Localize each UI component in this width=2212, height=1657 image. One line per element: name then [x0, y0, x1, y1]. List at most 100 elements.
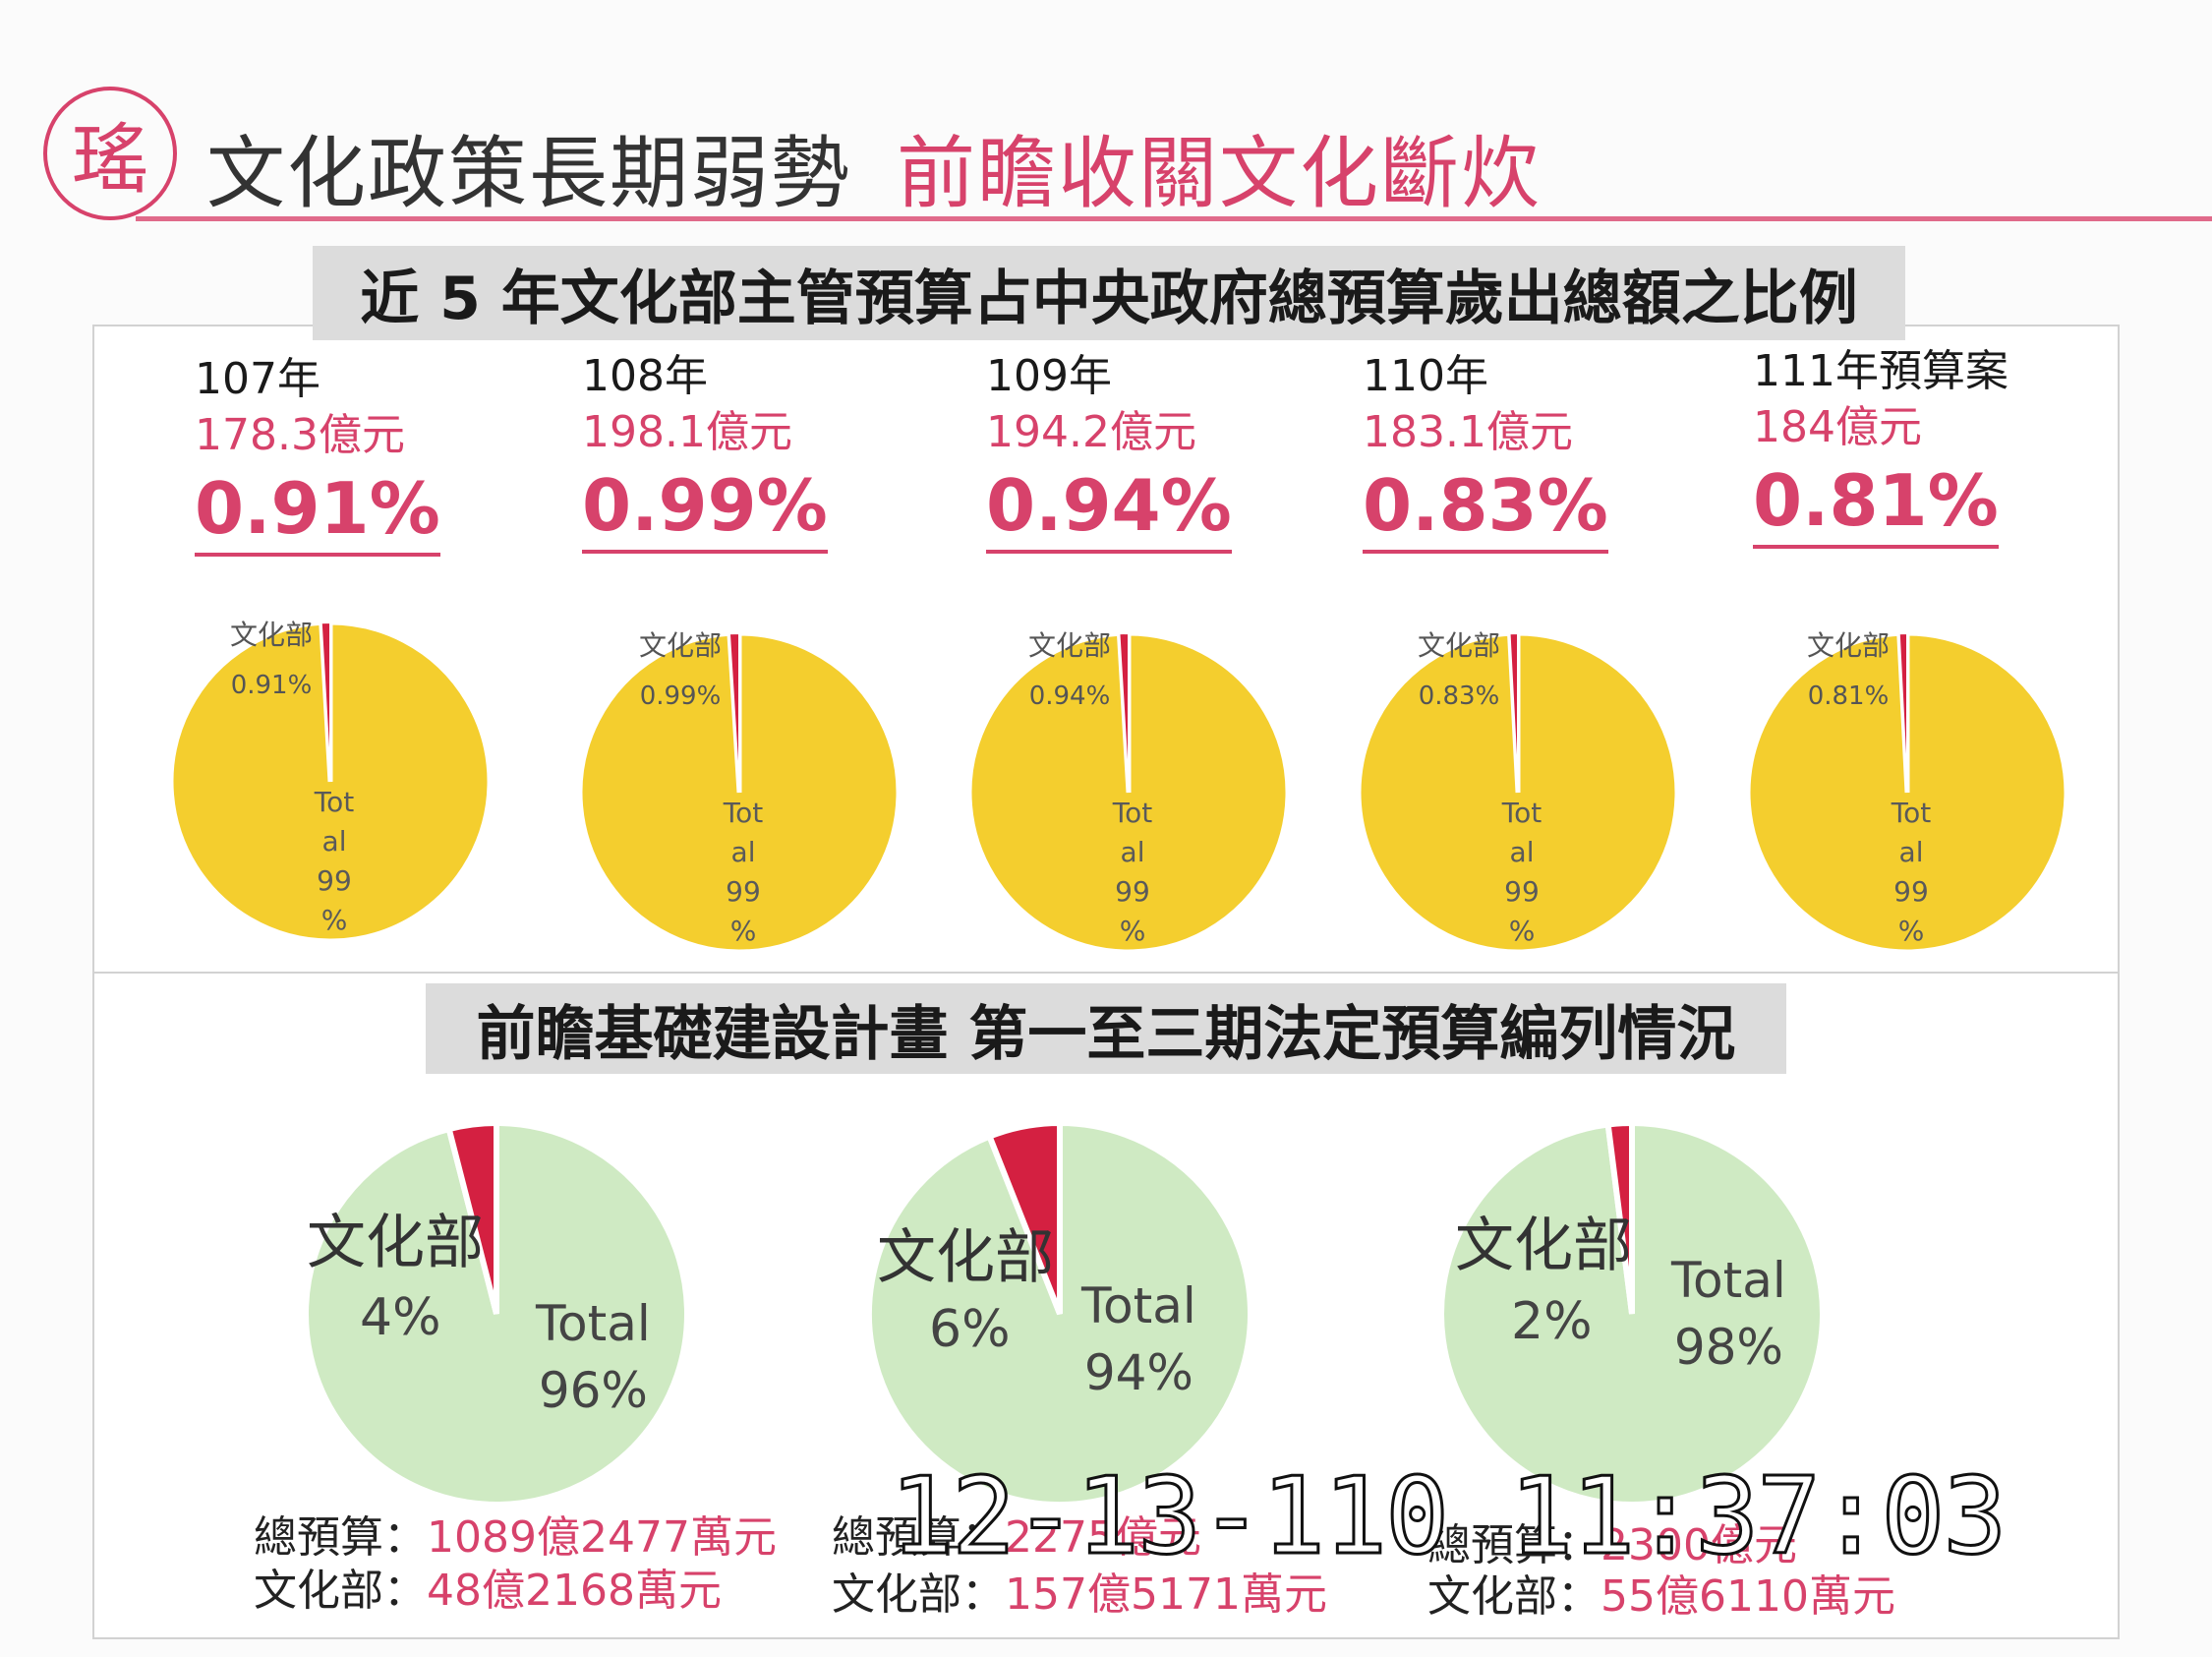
budget-total-key: 總預算： [254, 1512, 427, 1563]
year-percentage: 0.99% [582, 461, 828, 554]
pie-label-total: % [1898, 915, 1925, 947]
budget-culture-key: 文化部： [1427, 1571, 1601, 1622]
header-divider [136, 216, 2212, 221]
year-label: 108年 [582, 351, 708, 401]
budget-total-key: 總預算： [1427, 1520, 1601, 1570]
year-label: 111年預算案 [1753, 346, 2008, 396]
pie-slice-culture [320, 621, 331, 783]
pie-label-culture-pct: 6% [929, 1300, 1011, 1359]
logo: 瑤 [43, 87, 177, 220]
pie-label-total: al [1899, 836, 1924, 868]
pie-label-culture: 文化部 [1455, 1212, 1632, 1280]
pie-label-total: Tot [1891, 797, 1931, 829]
pie-label-culture: 文化部 [877, 1223, 1054, 1292]
pie-label-total: 99 [1893, 875, 1929, 908]
budget-total-phase-2: 總預算：2275億元 [832, 1510, 1201, 1566]
year-percentage: 0.91% [195, 464, 440, 557]
year-block-107: 107年 178.3億元 0.91% [195, 352, 470, 557]
pie-label-culture-pct: 0.91% [231, 671, 313, 700]
budget-culture-value: 55億6110萬元 [1601, 1571, 1895, 1622]
pie-label-total: Total 98% [1671, 1247, 1786, 1381]
budget-total-phase-1: 總預算：1089億2477萬元 [254, 1510, 777, 1566]
year-block-108: 108年 198.1億元 0.99% [582, 349, 857, 554]
pie-label-total: Total 94% [1081, 1272, 1196, 1406]
pie-label-total: 99 [317, 864, 352, 897]
section-heading-infrastructure: 前瞻基礎建設計畫 第一至三期法定預算編列情況 [426, 983, 1786, 1074]
year-label: 107年 [195, 354, 320, 404]
pie-label-total: al [322, 825, 347, 858]
pie-label-culture: 文化部 [639, 629, 722, 662]
pie-chart-107: 文化部 0.91% Tot al 99% [165, 617, 495, 947]
section-heading-annual: 近 5 年文化部主管預算占中央政府總預算歲出總額之比例 [313, 246, 1905, 340]
pie-label-total: Total 96% [536, 1290, 651, 1424]
budget-total-phase-3: 總預算：2300億元 [1427, 1518, 1797, 1573]
pie-slice-culture [728, 631, 740, 794]
video-timestamp: 12-13-110 11:37:03 [888, 1454, 2008, 1580]
pie-label-total: % [321, 904, 348, 936]
pie-label-culture: 文化部 [230, 619, 313, 651]
pie-label-culture-pct: 0.81% [1808, 681, 1890, 711]
pie-slice-culture [1604, 1119, 1635, 1315]
pie-label-culture-pct: 4% [360, 1288, 441, 1347]
pie-label-total: Tot [1112, 797, 1152, 829]
year-amount: 184億元 [1753, 402, 1922, 452]
year-label: 110年 [1363, 351, 1488, 401]
pie-chart-111: 文化部 0.81% Tot al 99% [1742, 627, 2072, 958]
page-subtitle: 前瞻收關文化斷炊 [897, 128, 1542, 219]
pie-label-total: al [1510, 836, 1535, 868]
pie-chart-110: 文化部 0.83% Tot al 99% [1353, 627, 1683, 958]
pie-label-total-name: Total [536, 1295, 651, 1352]
pie-slice-culture [1508, 631, 1519, 794]
pie-label-culture: 文化部 [1807, 629, 1890, 662]
year-block-110: 110年 183.1億元 0.83% [1363, 349, 1638, 554]
pie-label-total: 99 [1504, 875, 1540, 908]
budget-total-value: 2275億元 [1005, 1512, 1201, 1563]
pie-chart-109: 文化部 0.94% Tot al 99% [963, 627, 1294, 958]
pie-label-total-name: Total [1081, 1277, 1196, 1334]
year-amount: 183.1億元 [1363, 407, 1573, 457]
pie-label-total: Tot [1501, 797, 1542, 829]
year-label: 109年 [986, 351, 1112, 401]
pie-label-culture-pct: 0.99% [640, 681, 722, 711]
pie-label-culture: 文化部 [1028, 629, 1111, 662]
year-amount: 194.2億元 [986, 407, 1196, 457]
pie-slice-culture [1897, 631, 1908, 794]
pie-label-culture-pct: 2% [1511, 1292, 1593, 1351]
pie-label-total: Tot [314, 786, 354, 818]
pie-chart-108: 文化部 0.99% Tot al 99% [574, 627, 904, 958]
pie-label-total: 99 [726, 875, 761, 908]
pie-chart-phase-1 [300, 1117, 693, 1510]
year-percentage: 0.81% [1753, 456, 1999, 549]
page-title: 文化政策長期弱勢 [206, 128, 851, 219]
budget-culture-phase-1: 文化部：48億2168萬元 [254, 1564, 722, 1619]
budget-culture-key: 文化部： [254, 1566, 427, 1616]
pie-label-culture-pct: 0.94% [1029, 681, 1111, 711]
pie-label-culture: 文化部 [307, 1209, 484, 1277]
pie-chart-phase-3 [1435, 1117, 1829, 1510]
pie-label-total: Tot [723, 797, 763, 829]
year-percentage: 0.94% [986, 461, 1232, 554]
budget-total-value: 2300億元 [1601, 1520, 1797, 1570]
pie-label-total-pct: 96% [538, 1362, 648, 1419]
budget-culture-phase-3: 文化部：55億6110萬元 [1427, 1569, 1895, 1625]
budget-culture-value: 48億2168萬元 [427, 1566, 722, 1616]
pie-slice-culture [985, 1119, 1063, 1316]
budget-culture-value: 157億5171萬元 [1005, 1569, 1327, 1620]
pie-slice-culture [445, 1119, 499, 1315]
pie-slice-culture [1118, 631, 1130, 794]
budget-total-value: 1089億2477萬元 [427, 1512, 777, 1563]
pie-label-culture-pct: 0.83% [1419, 681, 1500, 711]
budget-culture-phase-2: 文化部：157億5171萬元 [832, 1568, 1327, 1623]
pie-label-total: % [1120, 915, 1146, 947]
pie-label-total: 99 [1115, 875, 1150, 908]
pie-label-total: al [1121, 836, 1145, 868]
pie-label-culture: 文化部 [1418, 629, 1500, 662]
pie-chart-phase-2 [863, 1117, 1256, 1510]
budget-culture-key: 文化部： [832, 1569, 1005, 1620]
pie-label-total: al [731, 836, 756, 868]
pie-label-total-pct: 98% [1673, 1319, 1783, 1376]
pie-label-total-pct: 94% [1083, 1344, 1193, 1401]
pie-label-total: % [730, 915, 757, 947]
year-amount: 178.3億元 [195, 410, 405, 460]
